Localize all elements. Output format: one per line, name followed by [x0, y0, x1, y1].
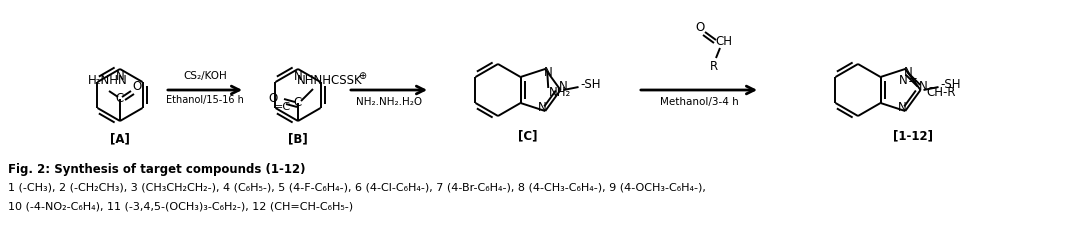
Text: 1 (-CH₃), 2 (-CH₂CH₃), 3 (CH₃CH₂CH₂-), 4 (C₆H₅-), 5 (4-F-C₆H₄-), 6 (4-Cl-C₆H₄-),: 1 (-CH₃), 2 (-CH₂CH₃), 3 (CH₃CH₂CH₂-), 4… — [7, 183, 706, 193]
Text: R: R — [710, 60, 718, 73]
Text: [A]: [A] — [110, 133, 130, 146]
Text: CS₂/KOH: CS₂/KOH — [184, 71, 227, 81]
Text: N: N — [538, 100, 546, 113]
Text: Methanol/3-4 h: Methanol/3-4 h — [659, 97, 738, 107]
Text: NHNHCSSK: NHNHCSSK — [298, 74, 363, 87]
Text: [C]: [C] — [519, 130, 538, 143]
Text: -SH: -SH — [940, 78, 960, 91]
Text: N: N — [544, 66, 553, 79]
Text: N: N — [904, 66, 912, 79]
Text: [B]: [B] — [288, 133, 308, 146]
Text: C: C — [116, 93, 124, 106]
Text: N: N — [919, 79, 928, 93]
Text: O: O — [269, 91, 277, 105]
Text: =C: =C — [273, 102, 290, 112]
Text: =: = — [907, 74, 918, 87]
Text: -SH: -SH — [580, 78, 601, 91]
Text: N: N — [898, 74, 908, 87]
Text: CH-R: CH-R — [926, 86, 956, 99]
Text: [1-12]: [1-12] — [893, 130, 933, 143]
Text: CH: CH — [716, 36, 733, 49]
Text: ⊕: ⊕ — [357, 71, 366, 81]
Text: O: O — [132, 81, 142, 94]
Text: 10 (-4-NO₂-C₆H₄), 11 (-3,4,5-(OCH₃)₃-C₆H₂-), 12 (CH=CH-C₆H₅-): 10 (-4-NO₂-C₆H₄), 11 (-3,4,5-(OCH₃)₃-C₆H… — [7, 201, 353, 211]
Text: N: N — [293, 70, 302, 83]
Text: N: N — [559, 79, 568, 93]
Text: Ethanol/15-16 h: Ethanol/15-16 h — [166, 95, 244, 105]
Text: O: O — [696, 22, 704, 35]
Text: H₂NHN: H₂NHN — [87, 74, 128, 87]
Text: N: N — [897, 100, 907, 113]
Text: NH₂.NH₂.H₂O: NH₂.NH₂.H₂O — [356, 97, 423, 107]
Text: NH₂: NH₂ — [550, 86, 571, 99]
Text: Fig. 2: Synthesis of target compounds (1-12): Fig. 2: Synthesis of target compounds (1… — [7, 163, 305, 176]
Text: C: C — [293, 97, 302, 110]
Text: N: N — [115, 70, 125, 83]
